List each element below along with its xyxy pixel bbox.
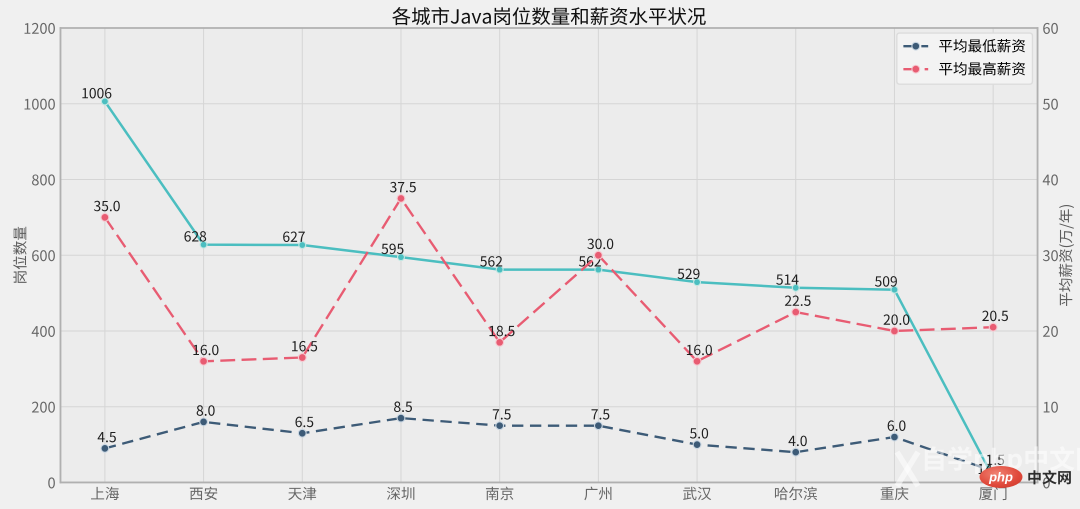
svg-text:php: php	[988, 470, 1013, 485]
